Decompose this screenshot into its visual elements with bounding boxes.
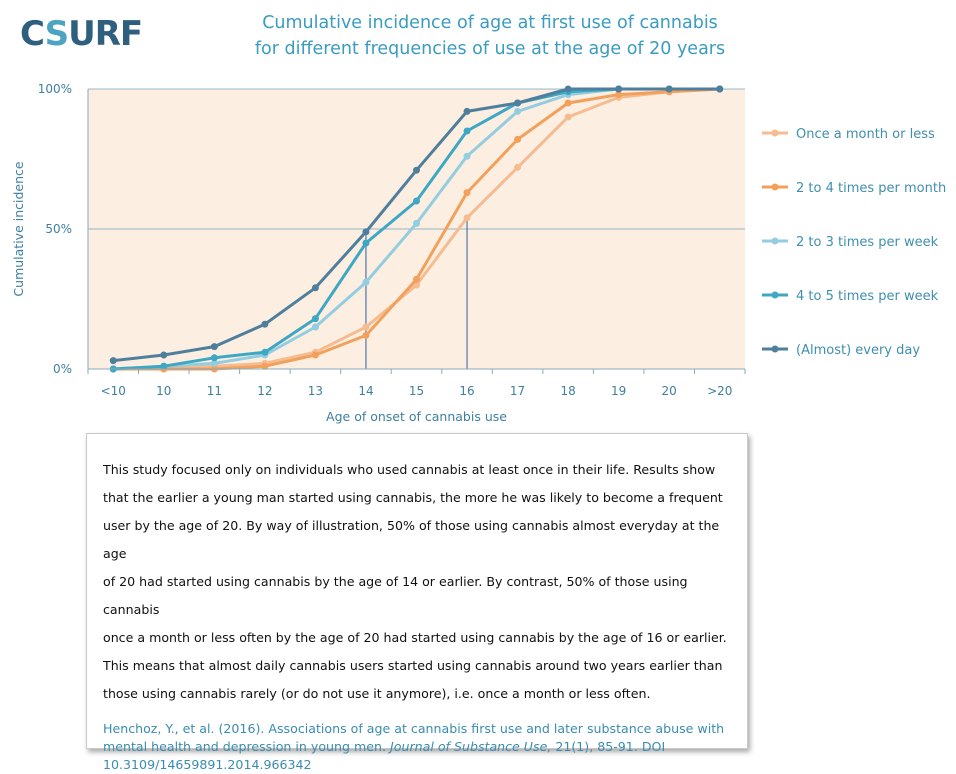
description-line: user by the age of 20. By way of illustr… xyxy=(103,518,720,561)
data-point xyxy=(463,214,471,222)
data-point xyxy=(463,107,471,115)
x-tick-label: 17 xyxy=(510,384,525,398)
plot-area xyxy=(88,88,745,369)
citation-authors: Henchoz, Y., et al. (2016). Associations… xyxy=(103,721,725,754)
data-point xyxy=(514,107,522,115)
data-point xyxy=(210,354,218,362)
legend: Once a month or less 2 to 4 times per mon… xyxy=(762,127,946,358)
x-tick-label: >20 xyxy=(707,384,732,398)
data-point xyxy=(261,320,269,328)
data-point xyxy=(514,99,522,107)
data-point xyxy=(514,135,522,143)
legend-label: 2 to 4 times per month xyxy=(796,181,946,196)
description-box: This study focused only on individuals w… xyxy=(86,433,748,772)
description-line: This means that almost daily cannabis us… xyxy=(103,658,723,673)
data-point xyxy=(716,85,724,93)
data-point xyxy=(261,362,269,370)
data-point xyxy=(463,189,471,197)
x-axis-title: Age of onset of cannabis use xyxy=(326,409,507,424)
data-point xyxy=(413,219,420,227)
y-axis-title: Cumulative incidence xyxy=(11,161,26,296)
data-point xyxy=(665,85,673,93)
x-tick-label: 15 xyxy=(409,384,424,398)
data-point xyxy=(362,331,370,339)
citation-journal: Journal of Substance Use, xyxy=(390,739,552,754)
data-point xyxy=(564,85,572,93)
y-tick-label: 0% xyxy=(53,362,72,376)
data-point xyxy=(413,197,420,205)
x-tick-label: 11 xyxy=(207,384,222,398)
description-text: This study focused only on individuals w… xyxy=(103,456,731,708)
data-point xyxy=(311,323,319,331)
data-point xyxy=(615,91,623,99)
series-lines xyxy=(109,85,724,373)
data-point xyxy=(362,228,370,236)
data-point xyxy=(514,163,522,171)
legend-marker xyxy=(771,129,779,137)
legend-marker xyxy=(771,183,779,191)
axes: <10 10 11 12 13 14 15 16 17 18 19 20 >20 0% 50% 100% Age… xyxy=(11,82,746,424)
x-tick-label: 13 xyxy=(308,384,323,398)
y-tick-label: 100% xyxy=(38,82,72,96)
data-point xyxy=(463,152,471,160)
description-line: those using cannabis rarely (or do not u… xyxy=(103,686,651,701)
citation-details: 21(1), 85-91. DOI 10.3109/14659891.2014.… xyxy=(103,739,666,772)
data-point xyxy=(362,323,370,331)
legend-marker xyxy=(771,345,779,353)
data-point xyxy=(109,357,117,365)
data-point xyxy=(463,127,471,135)
data-point xyxy=(160,351,168,359)
x-tick-label: 10 xyxy=(156,384,171,398)
chart-title-line1: Cumulative incidence of age at first use… xyxy=(262,13,718,33)
x-tick-label: 18 xyxy=(560,384,575,398)
line-chart: <10 10 11 12 13 14 15 16 17 18 19 20 >20 0% 50% 100% Age… xyxy=(11,82,946,424)
data-point xyxy=(261,348,269,356)
data-point xyxy=(413,275,420,283)
x-tick-label: 19 xyxy=(611,384,626,398)
data-point xyxy=(564,113,572,121)
x-tick-label: 16 xyxy=(459,384,474,398)
data-point xyxy=(311,284,319,292)
data-point xyxy=(362,239,370,247)
csurf-logo: CSURF xyxy=(20,14,143,54)
data-point xyxy=(615,85,623,93)
chart-title: Cumulative incidence of age at first use… xyxy=(170,10,810,62)
description-line: This study focused only on individuals w… xyxy=(103,462,716,477)
legend-label: 4 to 5 times per week xyxy=(796,289,939,304)
legend-label: Once a month or less xyxy=(796,127,935,142)
x-tick-label: 20 xyxy=(662,384,677,398)
description-line: that the earlier a young man started usi… xyxy=(103,490,723,505)
y-tick-label: 50% xyxy=(45,222,72,236)
x-tick-label: 14 xyxy=(358,384,373,398)
legend-label: 2 to 3 times per week xyxy=(796,235,939,250)
citation: Henchoz, Y., et al. (2016). Associations… xyxy=(103,720,731,774)
legend-label: (Almost) every day xyxy=(796,343,920,358)
legend-marker xyxy=(771,291,779,299)
data-point xyxy=(413,166,420,174)
x-tick-label: 12 xyxy=(257,384,272,398)
description-line: of 20 had started using cannabis by the … xyxy=(103,574,688,617)
data-point xyxy=(362,278,370,286)
x-tick-label: <10 xyxy=(101,384,126,398)
data-point xyxy=(564,99,572,107)
data-point xyxy=(311,315,319,323)
data-point xyxy=(210,343,218,351)
data-point xyxy=(311,351,319,359)
legend-marker xyxy=(771,237,779,245)
description-line: once a month or less often by the age of… xyxy=(103,630,727,645)
data-point xyxy=(160,362,168,370)
chart-title-line2: for different frequencies of use at the … xyxy=(254,39,726,59)
data-point xyxy=(210,359,218,367)
